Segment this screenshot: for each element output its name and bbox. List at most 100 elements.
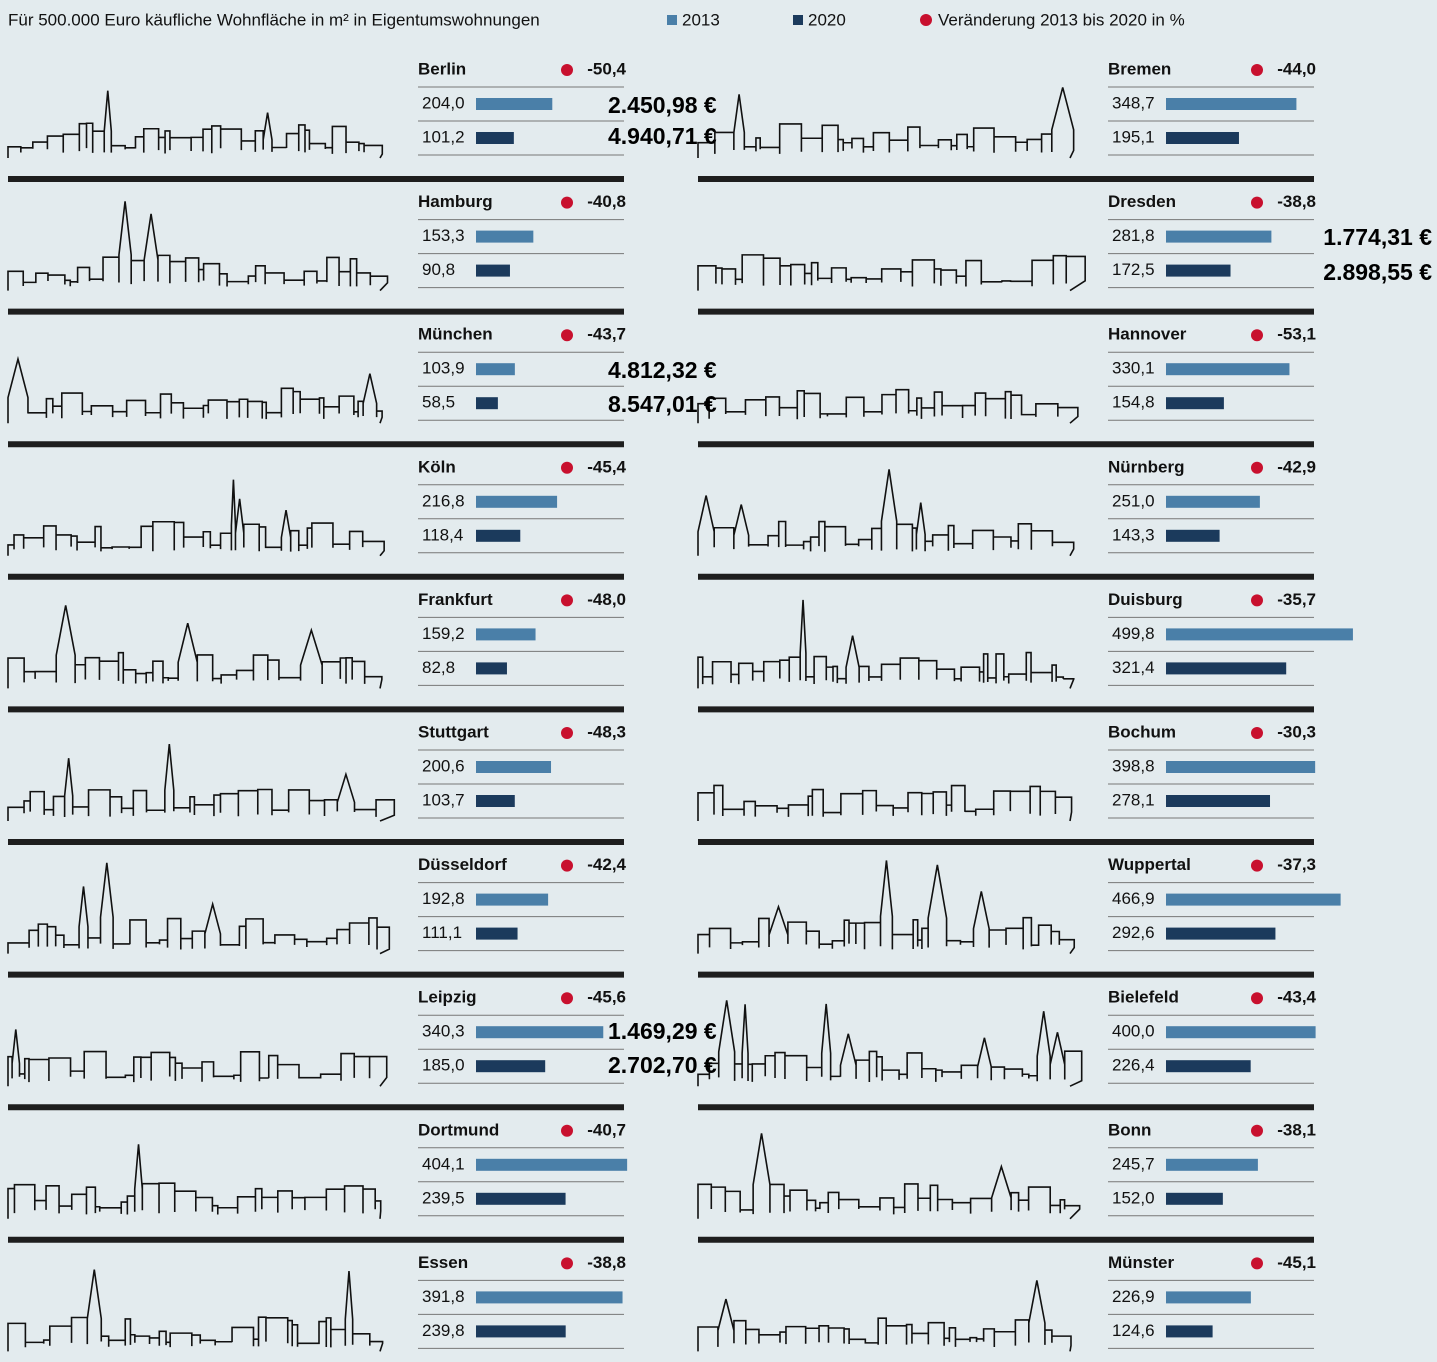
city-name: Münster xyxy=(1108,1253,1175,1272)
change-label: -35,7 xyxy=(1277,590,1316,609)
change-dot xyxy=(1251,860,1263,872)
city-name: Duisburg xyxy=(1108,590,1183,609)
change-dot xyxy=(1251,1257,1263,1269)
bar xyxy=(476,132,514,144)
price-annotation: 8.547,01 € xyxy=(608,391,717,417)
value-label: 200,6 xyxy=(422,756,465,775)
bar xyxy=(476,662,507,674)
change-dot xyxy=(561,462,573,474)
change-label: -43,7 xyxy=(587,325,626,344)
value-label: 143,3 xyxy=(1112,525,1155,544)
change-label: -38,8 xyxy=(587,1253,626,1272)
change-label: -45,1 xyxy=(1277,1253,1316,1272)
city-name: München xyxy=(418,325,493,344)
change-dot xyxy=(561,727,573,739)
value-label: 152,0 xyxy=(1112,1188,1155,1207)
change-label: -48,0 xyxy=(587,590,626,609)
value-label: 404,1 xyxy=(422,1154,465,1173)
value-label: 330,1 xyxy=(1112,359,1155,378)
legend-swatch xyxy=(793,15,803,25)
bar xyxy=(476,1026,603,1038)
bar xyxy=(1166,1193,1223,1205)
bar xyxy=(476,496,557,508)
bar xyxy=(476,98,552,110)
bar xyxy=(476,1291,623,1303)
city-name: Berlin xyxy=(418,59,466,78)
value-label: 348,7 xyxy=(1112,93,1155,112)
bar xyxy=(476,265,510,277)
bar xyxy=(476,928,518,940)
bar xyxy=(476,1325,566,1337)
bar xyxy=(1166,231,1271,243)
bar xyxy=(476,1159,627,1171)
city-name: Dresden xyxy=(1108,192,1176,211)
change-label: -38,1 xyxy=(1277,1120,1316,1139)
change-label: -50,4 xyxy=(587,59,626,78)
value-label: 226,4 xyxy=(1112,1056,1155,1075)
value-label: 103,9 xyxy=(422,359,465,378)
change-label: -44,0 xyxy=(1277,59,1316,78)
change-label: -53,1 xyxy=(1277,325,1316,344)
legend-label: 2020 xyxy=(808,10,846,29)
value-label: 239,5 xyxy=(422,1188,465,1207)
city-name: Düsseldorf xyxy=(418,855,507,874)
change-dot xyxy=(561,1125,573,1137)
bar xyxy=(1166,530,1220,542)
value-label: 226,9 xyxy=(1112,1287,1155,1306)
bar xyxy=(1166,132,1239,144)
change-label: -37,3 xyxy=(1277,855,1316,874)
infographic: Für 500.000 Euro käufliche Wohnfläche in… xyxy=(0,0,1437,1357)
value-label: 101,2 xyxy=(422,127,465,146)
bar xyxy=(1166,397,1224,409)
bar xyxy=(476,231,533,243)
value-label: 154,8 xyxy=(1112,393,1155,412)
city-name: Hannover xyxy=(1108,325,1187,344)
value-label: 172,5 xyxy=(1112,260,1155,279)
value-label: 281,8 xyxy=(1112,226,1155,245)
bar xyxy=(476,1060,545,1072)
city-name: Leipzig xyxy=(418,988,477,1007)
bar xyxy=(1166,1159,1258,1171)
change-dot xyxy=(1251,727,1263,739)
value-label: 251,0 xyxy=(1112,491,1155,510)
value-label: 239,8 xyxy=(422,1321,465,1340)
price-annotation: 2.898,55 € xyxy=(1323,259,1432,285)
bar xyxy=(476,530,520,542)
city-name: Stuttgart xyxy=(418,722,489,741)
value-label: 245,7 xyxy=(1112,1154,1155,1173)
value-label: 153,3 xyxy=(422,226,465,245)
bar xyxy=(476,397,498,409)
city-name: Wuppertal xyxy=(1108,855,1191,874)
change-dot xyxy=(561,1257,573,1269)
bar xyxy=(1166,1026,1316,1038)
city-name: Bremen xyxy=(1108,59,1171,78)
city-name: Bonn xyxy=(1108,1120,1151,1139)
city-name: Köln xyxy=(418,457,456,476)
bar xyxy=(476,894,548,906)
change-label: -40,8 xyxy=(587,192,626,211)
change-dot xyxy=(561,329,573,341)
bar xyxy=(1166,1291,1251,1303)
value-label: 103,7 xyxy=(422,790,465,809)
value-label: 292,6 xyxy=(1112,923,1155,942)
value-label: 340,3 xyxy=(422,1022,465,1041)
change-dot xyxy=(1251,992,1263,1004)
bar xyxy=(1166,1060,1251,1072)
bar xyxy=(1166,98,1296,110)
price-annotation: 2.702,70 € xyxy=(608,1052,717,1078)
city-name: Dortmund xyxy=(418,1120,499,1139)
change-dot xyxy=(561,594,573,606)
change-dot xyxy=(1251,1125,1263,1137)
city-name: Frankfurt xyxy=(418,590,493,609)
city-name: Hamburg xyxy=(418,192,493,211)
chart-title: Für 500.000 Euro käufliche Wohnfläche in… xyxy=(8,10,540,29)
price-annotation: 4.812,32 € xyxy=(608,357,717,383)
bar xyxy=(1166,662,1286,674)
bar xyxy=(476,1193,566,1205)
legend-label: Veränderung 2013 bis 2020 in % xyxy=(938,10,1185,29)
value-label: 204,0 xyxy=(422,93,465,112)
bar xyxy=(1166,265,1231,277)
change-dot xyxy=(1251,197,1263,209)
bar xyxy=(476,761,551,773)
value-label: 195,1 xyxy=(1112,127,1155,146)
